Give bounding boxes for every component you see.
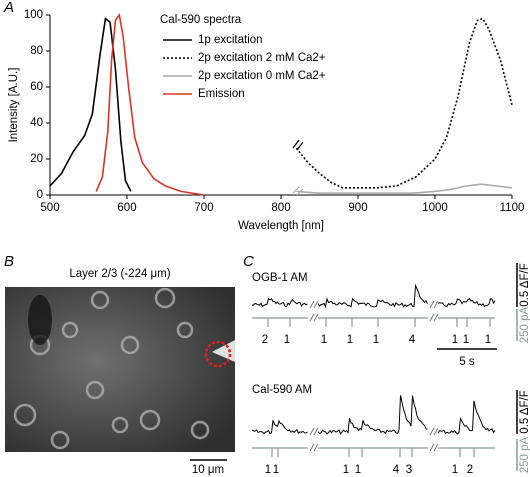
spike-count: 1 bbox=[452, 334, 458, 346]
x-tick-label: 800 bbox=[271, 202, 290, 214]
spike-count: 2 bbox=[262, 334, 268, 346]
series-line bbox=[49, 17, 132, 192]
x-tick-label: 1100 bbox=[500, 202, 525, 214]
spike-count: 1 bbox=[265, 464, 271, 476]
calcium-trace bbox=[251, 419, 308, 435]
spike-count: 1 bbox=[343, 464, 349, 476]
spike-count: 4 bbox=[393, 464, 400, 476]
calcium-trace bbox=[437, 400, 496, 435]
legend-label: 2p excitation 2 mM Ca2+ bbox=[198, 52, 326, 64]
y-tick-label: 100 bbox=[24, 9, 43, 21]
spike-count: 1 bbox=[485, 334, 491, 346]
x-tick-label: 600 bbox=[117, 202, 136, 214]
spike-count: 1 bbox=[463, 334, 469, 346]
trace-label: OGB-1 AM bbox=[252, 272, 308, 284]
legend-title: Cal-590 spectra bbox=[160, 14, 242, 26]
scale-bar-label: 10 μm bbox=[192, 464, 224, 476]
trace-break bbox=[429, 427, 439, 452]
panel-label: A bbox=[3, 0, 14, 16]
x-tick-label: 1000 bbox=[422, 202, 448, 214]
y-tick-label: 40 bbox=[30, 117, 43, 129]
y-axis-label: Intensity [A.U.] bbox=[8, 68, 20, 143]
legend-label: 1p excitation bbox=[198, 34, 263, 46]
spike-count: 1 bbox=[284, 334, 290, 346]
patched-cell bbox=[204, 340, 232, 368]
series-line bbox=[295, 17, 513, 189]
legend-label: 2p excitation 0 mM Ca2+ bbox=[198, 70, 326, 82]
spike-count: 1 bbox=[347, 334, 353, 346]
image-title: Layer 2/3 (-224 μm) bbox=[69, 268, 170, 280]
time-scale-label: 5 s bbox=[459, 356, 475, 368]
x-tick-label: 500 bbox=[40, 202, 59, 214]
series-line bbox=[95, 12, 205, 196]
df-scale-label: 0.5 ΔF/F bbox=[519, 263, 530, 306]
calcium-trace bbox=[437, 297, 496, 307]
current-scale-label: 250 pA bbox=[519, 306, 530, 343]
trace-label: Cal-590 AM bbox=[252, 384, 312, 396]
calcium-trace bbox=[317, 395, 428, 435]
trace-break bbox=[309, 300, 319, 322]
panel-label: C bbox=[243, 253, 254, 270]
cells bbox=[13, 287, 210, 450]
x-tick-label: 700 bbox=[194, 202, 213, 214]
spike-count: 2 bbox=[467, 464, 473, 476]
y-tick-label: 80 bbox=[30, 45, 43, 57]
spike-count: 1 bbox=[321, 334, 327, 346]
trace-break bbox=[429, 300, 439, 322]
vessel bbox=[28, 295, 52, 345]
current-scale-label: 250 pA bbox=[519, 436, 530, 473]
df-scale-label: 0.5 ΔF/F bbox=[519, 390, 530, 433]
y-tick-label: 60 bbox=[30, 81, 43, 93]
calcium-trace bbox=[317, 283, 428, 309]
spike-count: 1 bbox=[355, 464, 361, 476]
series-line bbox=[296, 183, 513, 194]
axis-break bbox=[292, 139, 304, 151]
y-tick-label: 20 bbox=[30, 153, 43, 165]
calcium-trace bbox=[251, 297, 308, 308]
spike-count: 1 bbox=[373, 334, 379, 346]
panel-label: B bbox=[4, 253, 14, 270]
legend-label: Emission bbox=[198, 88, 245, 100]
spike-count: 4 bbox=[409, 334, 416, 346]
x-tick-label: 900 bbox=[348, 202, 367, 214]
spike-count: 3 bbox=[406, 464, 412, 476]
x-axis-label: Wavelength [nm] bbox=[238, 220, 324, 232]
spike-count: 1 bbox=[452, 464, 458, 476]
trace-break bbox=[309, 427, 319, 452]
y-tick-label: 0 bbox=[37, 189, 43, 201]
spike-count: 1 bbox=[273, 464, 279, 476]
